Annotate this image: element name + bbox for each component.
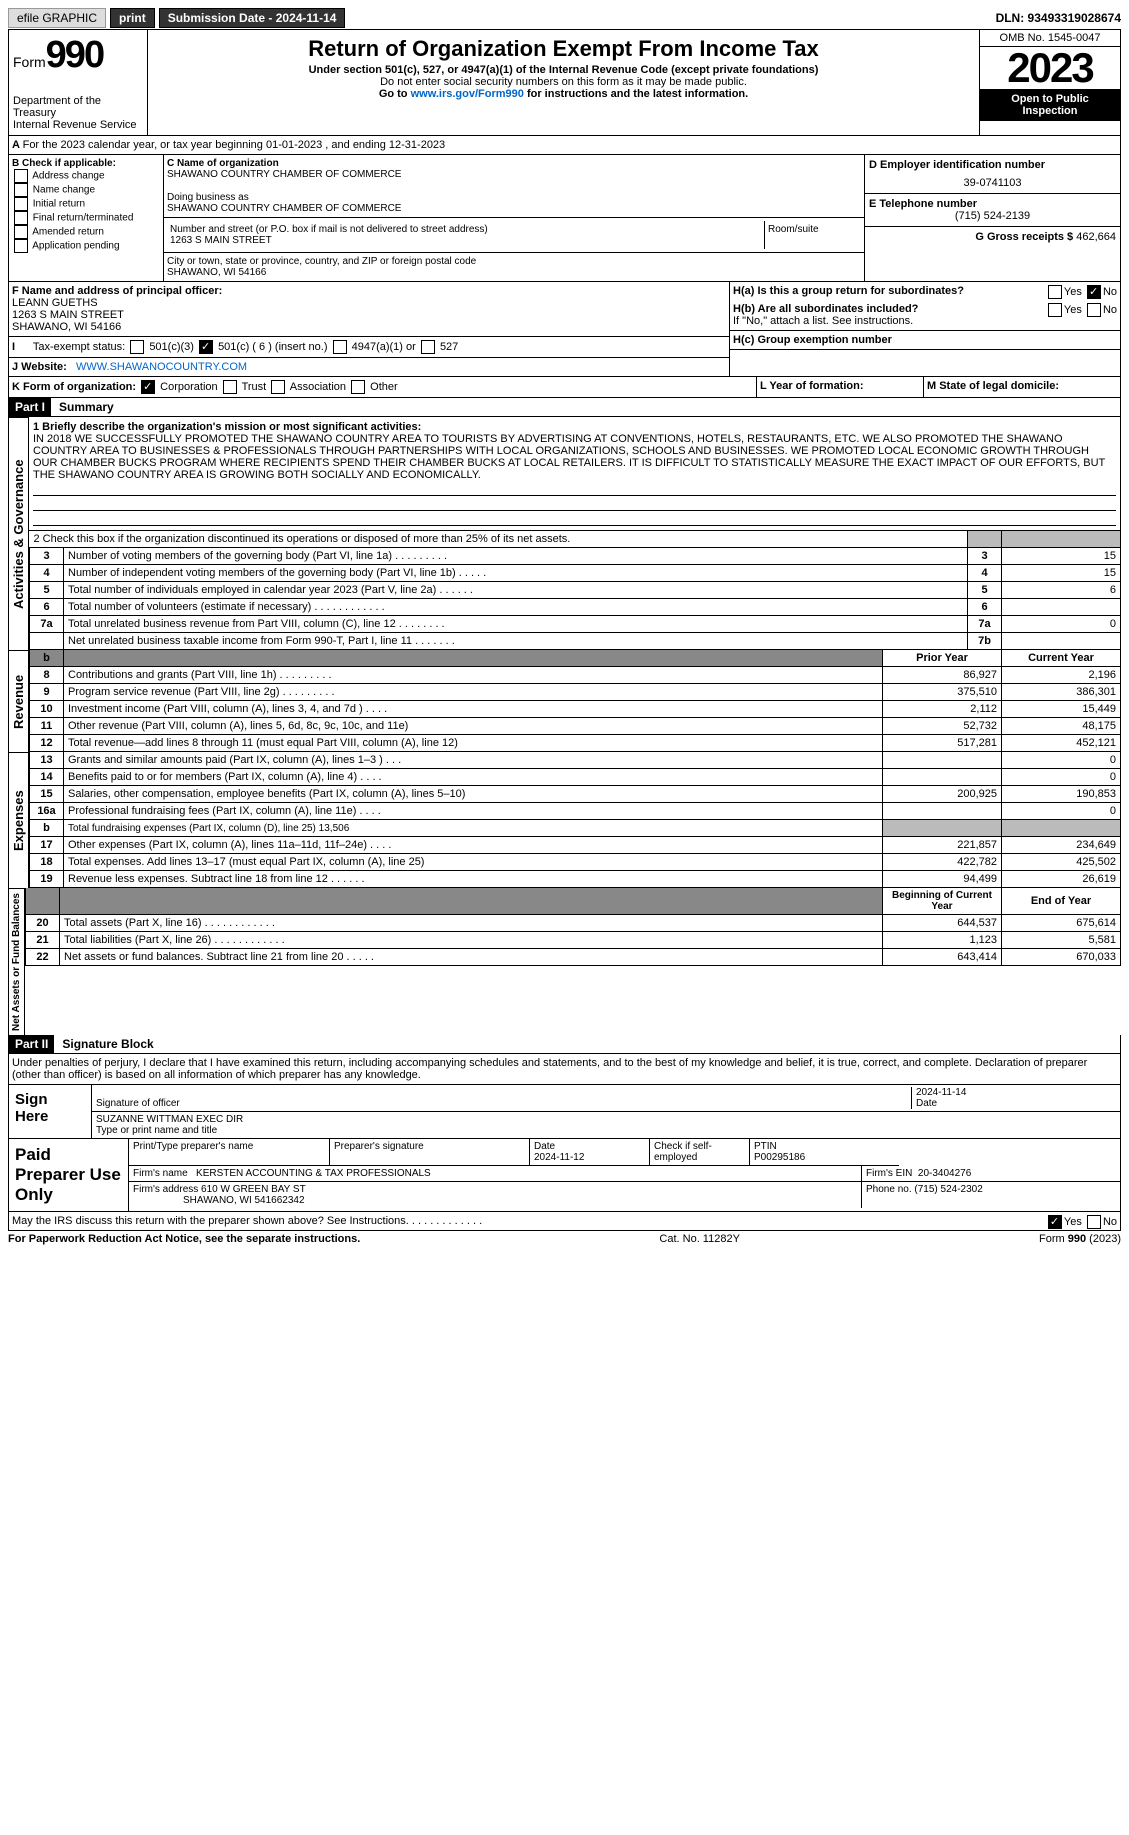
section-klm: K Form of organization: Corporation Trus… [8, 377, 1121, 398]
line-a: A For the 2023 calendar year, or tax yea… [8, 136, 1121, 155]
paid-preparer-block: Paid Preparer Use Only Print/Type prepar… [8, 1139, 1121, 1212]
city-value: SHAWANO, WI 54166 [167, 267, 861, 278]
discuss-row: May the IRS discuss this return with the… [8, 1212, 1121, 1231]
page-footer: For Paperwork Reduction Act Notice, see … [8, 1231, 1121, 1245]
form-subtitle: Under section 501(c), 527, or 4947(a)(1)… [152, 64, 975, 76]
ha-no-checkbox [1087, 285, 1101, 299]
form-goto: Go to www.irs.gov/Form990 for instructio… [152, 88, 975, 100]
b-opt-5: Application pending [12, 239, 160, 253]
side-expenses: Expenses [8, 752, 29, 888]
c-label: C Name of organization [167, 158, 861, 169]
form-header: Form990 Department of the Treasury Inter… [8, 29, 1121, 136]
section-ha: H(a) Is this a group return for subordin… [730, 282, 1120, 300]
part2-header: Part II Signature Block [8, 1035, 1121, 1054]
section-i: I Tax-exempt status: 501(c)(3) 501(c) ( … [9, 337, 729, 358]
section-hb: H(b) Are all subordinates included? Yes … [730, 300, 1120, 330]
dept-label: Department of the Treasury [13, 95, 143, 119]
irs-link[interactable]: www.irs.gov/Form990 [411, 88, 524, 100]
org-name: SHAWANO COUNTRY CHAMBER OF COMMERCE [167, 169, 861, 180]
submission-date-button[interactable]: Submission Date - 2024-11-14 [159, 8, 346, 28]
d-label: D Employer identification number [869, 159, 1116, 171]
netassets-table: Beginning of Current YearEnd of Year 20T… [25, 888, 1121, 966]
b-opt-1: Name change [12, 183, 160, 197]
room-label: Room/suite [765, 221, 861, 249]
sign-here-block: Sign Here Signature of officer 2024-11-1… [8, 1085, 1121, 1139]
b-opt-2: Initial return [12, 197, 160, 211]
efile-label: efile GRAPHIC [8, 8, 106, 28]
tax-year: 2023 [980, 47, 1120, 89]
501c-checkbox [199, 340, 213, 354]
expenses-table: 13Grants and similar amounts paid (Part … [29, 752, 1121, 888]
b-label: B Check if applicable: [12, 158, 160, 169]
section-b: B Check if applicable: Address change Na… [9, 155, 164, 281]
g-label: G Gross receipts $ [975, 231, 1073, 243]
open-to-public: Open to Public Inspection [980, 89, 1120, 121]
section-deg: D Employer identification number 39-0741… [864, 155, 1120, 281]
section-j: J Website: WWW.SHAWANOCOUNTRY.COM [9, 358, 729, 376]
activities-table: 2 Check this box if the organization dis… [29, 531, 1121, 650]
b-opt-4: Amended return [12, 225, 160, 239]
print-button[interactable]: print [110, 8, 155, 28]
discuss-yes-checkbox [1048, 1215, 1062, 1229]
part1-header: Part I Summary [8, 398, 1121, 417]
header-right: OMB No. 1545-0047 2023 Open to Public In… [979, 30, 1120, 135]
section-hc: H(c) Group exemption number [730, 330, 1120, 350]
form-number: 990 [46, 34, 103, 76]
side-revenue: Revenue [8, 650, 29, 752]
city-label: City or town, state or province, country… [167, 256, 861, 267]
b-opt-0: Address change [12, 169, 160, 183]
section-fhij: F Name and address of principal officer:… [8, 282, 1121, 377]
corp-checkbox [141, 380, 155, 394]
e-label: E Telephone number [869, 198, 1116, 210]
section-abcdeg: B Check if applicable: Address change Na… [8, 155, 1121, 282]
dln-label: DLN: 93493319028674 [996, 11, 1121, 25]
form-title: Return of Organization Exempt From Incom… [152, 36, 975, 62]
top-toolbar: efile GRAPHIC print Submission Date - 20… [8, 8, 1121, 28]
header-left: Form990 Department of the Treasury Inter… [9, 30, 148, 135]
phone-value: (715) 524-2139 [869, 210, 1116, 222]
mission-text: IN 2018 WE SUCCESSFULLY PROMOTED THE SHA… [33, 433, 1116, 481]
street-label: Number and street (or P.O. box if mail i… [170, 224, 761, 235]
street-value: 1263 S MAIN STREET [170, 235, 761, 246]
form-sub2: Do not enter social security numbers on … [152, 76, 975, 88]
gross-receipts: 462,664 [1076, 231, 1116, 243]
form-word: Form [13, 54, 46, 70]
mission-block: 1 Briefly describe the organization's mi… [29, 417, 1121, 531]
revenue-table: bPrior YearCurrent Year 8Contributions a… [29, 650, 1121, 752]
perjury-text: Under penalties of perjury, I declare th… [8, 1054, 1121, 1085]
website-link[interactable]: WWW.SHAWANOCOUNTRY.COM [76, 361, 247, 373]
header-middle: Return of Organization Exempt From Incom… [148, 30, 979, 135]
dba-name: SHAWANO COUNTRY CHAMBER OF COMMERCE [167, 203, 861, 214]
section-c: C Name of organization SHAWANO COUNTRY C… [164, 155, 864, 281]
side-activities: Activities & Governance [8, 417, 29, 650]
irs-label: Internal Revenue Service [13, 119, 143, 131]
section-f: F Name and address of principal officer:… [9, 282, 729, 337]
dba-label: Doing business as [167, 192, 861, 203]
side-netassets: Net Assets or Fund Balances [8, 888, 25, 1035]
ein-value: 39-0741103 [869, 177, 1116, 189]
b-opt-3: Final return/terminated [12, 211, 160, 225]
